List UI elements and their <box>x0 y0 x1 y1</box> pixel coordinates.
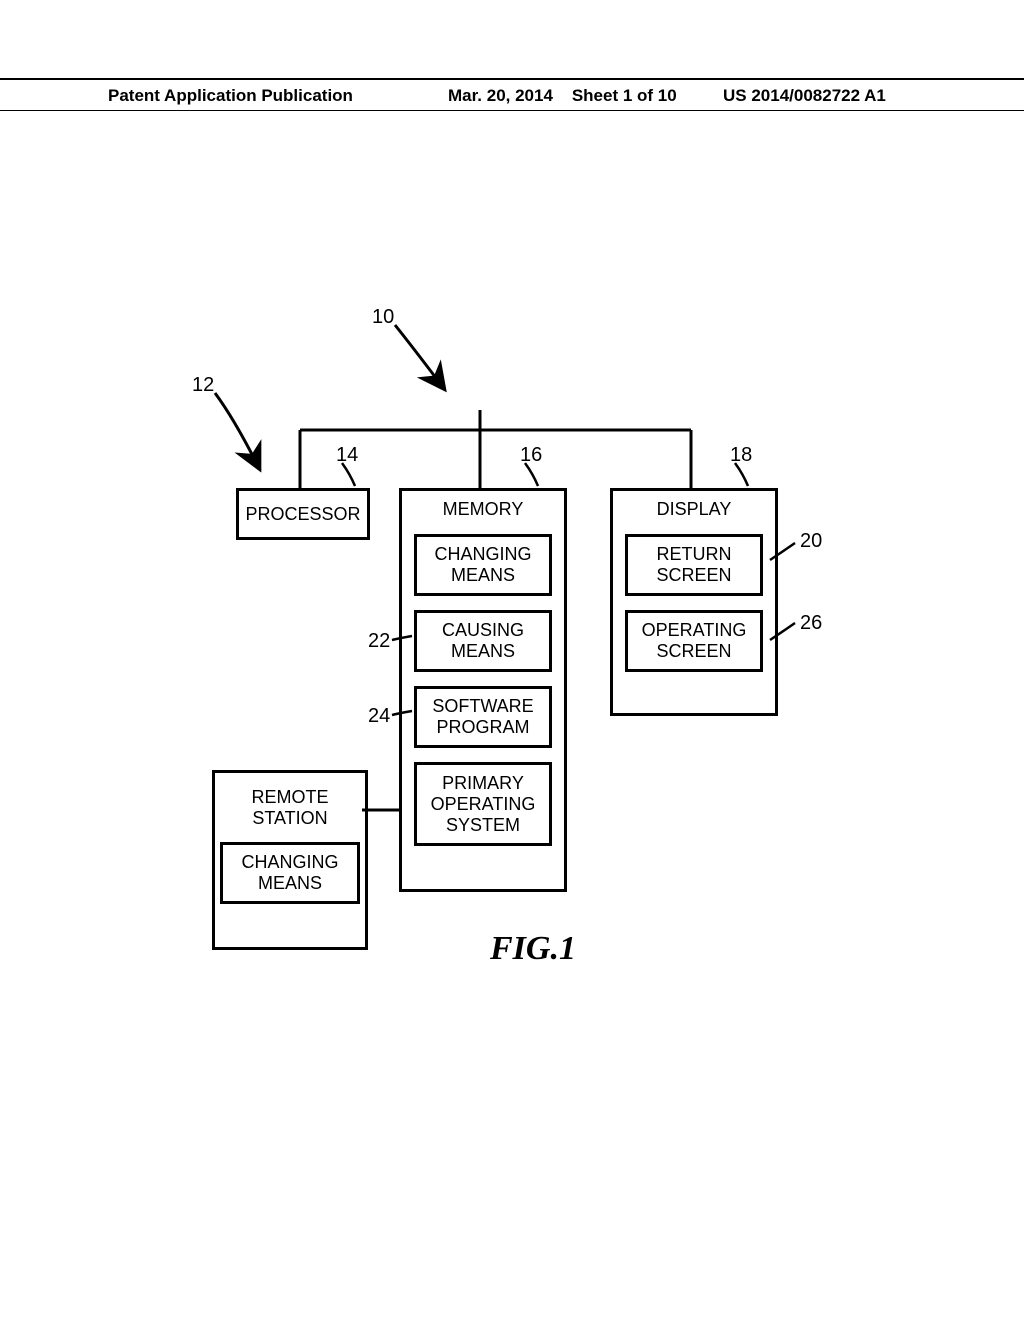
header-publication: Patent Application Publication <box>0 86 448 106</box>
ref-26: 26 <box>800 612 822 635</box>
remote-changing-means-label: CHANGING MEANS <box>223 852 357 894</box>
ref-24: 24 <box>368 705 390 728</box>
display-label: DISPLAY <box>613 499 775 520</box>
header-pubnum: US 2014/0082722 A1 <box>723 86 1024 106</box>
ref-12: 12 <box>192 374 214 397</box>
remote-changing-means-block: CHANGING MEANS <box>220 842 360 904</box>
ref-22: 22 <box>368 630 390 653</box>
operating-screen-label: OPERATING SCREEN <box>628 620 760 662</box>
figure-label: FIG.1 <box>490 930 576 968</box>
primary-os-label: PRIMARY OPERATING SYSTEM <box>417 773 549 836</box>
primary-os-block: PRIMARY OPERATING SYSTEM <box>414 762 552 846</box>
display-block: DISPLAY <box>610 488 778 716</box>
header-sheet: Sheet 1 of 10 <box>572 86 677 105</box>
changing-means-block: CHANGING MEANS <box>414 534 552 596</box>
software-program-label: SOFTWARE PROGRAM <box>417 696 549 738</box>
causing-means-block: CAUSING MEANS <box>414 610 552 672</box>
remote-station-label: REMOTE STATION <box>215 787 365 829</box>
causing-means-label: CAUSING MEANS <box>417 620 549 662</box>
ref-18: 18 <box>730 444 752 467</box>
processor-label: PROCESSOR <box>239 504 367 525</box>
ref-16: 16 <box>520 444 542 467</box>
return-screen-label: RETURN SCREEN <box>628 544 760 586</box>
ref-10: 10 <box>372 306 394 329</box>
operating-screen-block: OPERATING SCREEN <box>625 610 763 672</box>
changing-means-label: CHANGING MEANS <box>417 544 549 586</box>
return-screen-block: RETURN SCREEN <box>625 534 763 596</box>
ref-20: 20 <box>800 530 822 553</box>
header: Patent Application Publication Mar. 20, … <box>0 78 1024 111</box>
memory-label: MEMORY <box>402 499 564 520</box>
software-program-block: SOFTWARE PROGRAM <box>414 686 552 748</box>
processor-block: PROCESSOR <box>236 488 370 540</box>
page: Patent Application Publication Mar. 20, … <box>0 0 1024 1320</box>
header-date: Mar. 20, 2014 <box>448 86 553 105</box>
ref-14: 14 <box>336 444 358 467</box>
